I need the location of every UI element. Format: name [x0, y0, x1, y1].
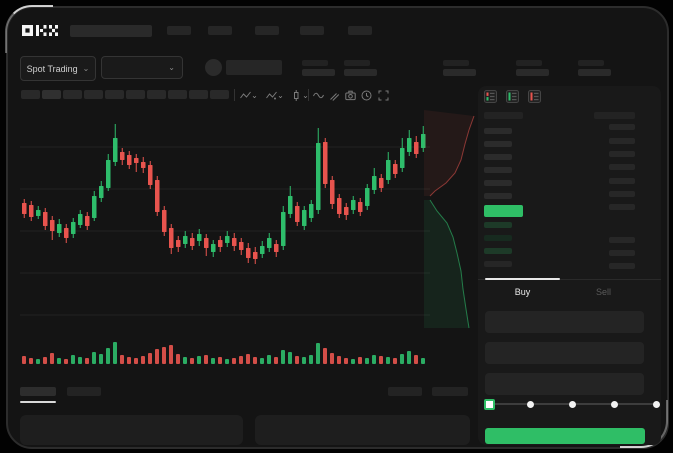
slider-stop[interactable]: [527, 400, 535, 408]
history-icon[interactable]: [360, 89, 373, 102]
pair-name-placeholder: [226, 60, 282, 75]
timeframe-placeholder[interactable]: [42, 90, 61, 99]
ask-amount-placeholder: [609, 178, 635, 184]
timeframe-placeholder[interactable]: [168, 90, 187, 99]
token-avatar: [205, 59, 222, 76]
slider-stop[interactable]: [652, 400, 660, 408]
trade-tabs-divider: [478, 279, 661, 280]
slider-stop[interactable]: [569, 400, 576, 408]
ask-amount-placeholder: [609, 151, 635, 157]
volume-bars: [20, 335, 430, 365]
price-input-placeholder[interactable]: [485, 311, 644, 333]
orderbook-price-header-placeholder: [484, 112, 523, 119]
ask-price-placeholder[interactable]: [484, 128, 512, 134]
slider-handle[interactable]: [484, 398, 495, 410]
bottom-action-placeholder[interactable]: [388, 387, 422, 396]
chevron-down-icon: ⌄: [82, 63, 90, 73]
ask-amount-placeholder: [609, 204, 635, 210]
stat-label-placeholder: [578, 60, 604, 66]
bid-amount-placeholder: [609, 250, 635, 256]
orderbook-view-asks-icon[interactable]: [528, 90, 541, 103]
bottom-tab[interactable]: [67, 387, 101, 396]
timeframe-placeholder[interactable]: [126, 90, 145, 99]
timeframe-placeholder[interactable]: [189, 90, 208, 99]
bid-price-placeholder[interactable]: [484, 248, 512, 254]
timeframe-placeholder[interactable]: [210, 90, 229, 99]
brush-icon[interactable]: [328, 89, 341, 102]
ask-price-placeholder[interactable]: [484, 154, 512, 160]
tab-sell[interactable]: Sell: [595, 287, 611, 297]
amount-slider[interactable]: [484, 396, 660, 412]
ask-amount-placeholder: [609, 191, 635, 197]
indicators-icon[interactable]: ⌄: [264, 89, 286, 102]
okx-logo[interactable]: OKX: [22, 24, 60, 37]
bid-price-placeholder[interactable]: [484, 261, 512, 267]
timeframe-placeholder[interactable]: [84, 90, 103, 99]
stat-value-placeholder: [516, 69, 549, 76]
tab-buy[interactable]: Buy: [514, 287, 531, 297]
fullscreen-icon[interactable]: [377, 89, 390, 102]
stat-label-placeholder: [302, 60, 328, 66]
bid-price-placeholder[interactable]: [484, 222, 512, 228]
history-panel-placeholder: [255, 415, 470, 445]
ask-amount-placeholder: [609, 164, 635, 170]
ask-price-placeholder[interactable]: [484, 167, 512, 173]
market-mode-label: Spot Trading: [26, 63, 78, 74]
timeframe-placeholder[interactable]: [63, 90, 82, 99]
bid-price-placeholder[interactable]: [484, 235, 512, 241]
curve-icon[interactable]: [312, 89, 325, 102]
nav-item-placeholder[interactable]: [167, 26, 191, 35]
candle-style-icon[interactable]: ⌄: [289, 89, 311, 102]
timeframe-placeholder[interactable]: [147, 90, 166, 99]
toolbar-divider: [308, 89, 309, 101]
stat-value-placeholder: [302, 69, 335, 76]
nav-item-placeholder[interactable]: [300, 26, 324, 35]
market-mode-selector[interactable]: Spot Trading ⌄: [20, 56, 96, 81]
timeframe-placeholder[interactable]: [105, 90, 124, 99]
total-input-placeholder[interactable]: [485, 373, 644, 395]
last-price-badge[interactable]: [484, 205, 523, 217]
orderbook-view-bids-icon[interactable]: [506, 90, 519, 103]
orderbook-view-both-icon[interactable]: [484, 90, 497, 103]
orders-panel-placeholder: [20, 415, 243, 445]
stat-value-placeholder: [443, 69, 476, 76]
slider-stop[interactable]: [610, 400, 618, 408]
bottom-tab-active[interactable]: [20, 387, 56, 396]
header-search-placeholder[interactable]: [70, 25, 152, 37]
stat-value-placeholder: [578, 69, 611, 76]
candlestick-chart[interactable]: [20, 110, 430, 330]
bid-amount-placeholder: [609, 237, 635, 243]
ask-price-placeholder[interactable]: [484, 180, 512, 186]
stat-label-placeholder: [443, 60, 469, 66]
ask-price-placeholder[interactable]: [484, 193, 512, 199]
chevron-down-icon: ⌄: [168, 62, 175, 72]
stat-label-placeholder: [516, 60, 542, 66]
ask-amount-placeholder: [609, 124, 635, 130]
nav-item-placeholder[interactable]: [255, 26, 279, 35]
bid-amount-placeholder: [609, 263, 635, 269]
pair-dropdown[interactable]: ⌄: [101, 56, 183, 79]
camera-icon[interactable]: [344, 89, 357, 102]
timeframe-placeholder[interactable]: [21, 90, 40, 99]
stat-value-placeholder: [344, 69, 377, 76]
nav-item-placeholder[interactable]: [348, 26, 372, 35]
amount-input-placeholder[interactable]: [485, 342, 644, 364]
ask-price-placeholder[interactable]: [484, 141, 512, 147]
bottom-action-placeholder[interactable]: [432, 387, 468, 396]
stat-label-placeholder: [344, 60, 370, 66]
orderbook-amount-header-placeholder: [594, 112, 635, 119]
trade-tab-active-indicator: [485, 278, 560, 280]
bottom-tab-underline: [20, 401, 56, 403]
depth-overlay: [424, 110, 477, 330]
ask-amount-placeholder: [609, 138, 635, 144]
toolbar-divider: [234, 89, 235, 101]
line-type-icon[interactable]: ⌄: [238, 89, 260, 102]
nav-item-placeholder[interactable]: [208, 26, 232, 35]
buy-submit-button[interactable]: [485, 428, 645, 444]
